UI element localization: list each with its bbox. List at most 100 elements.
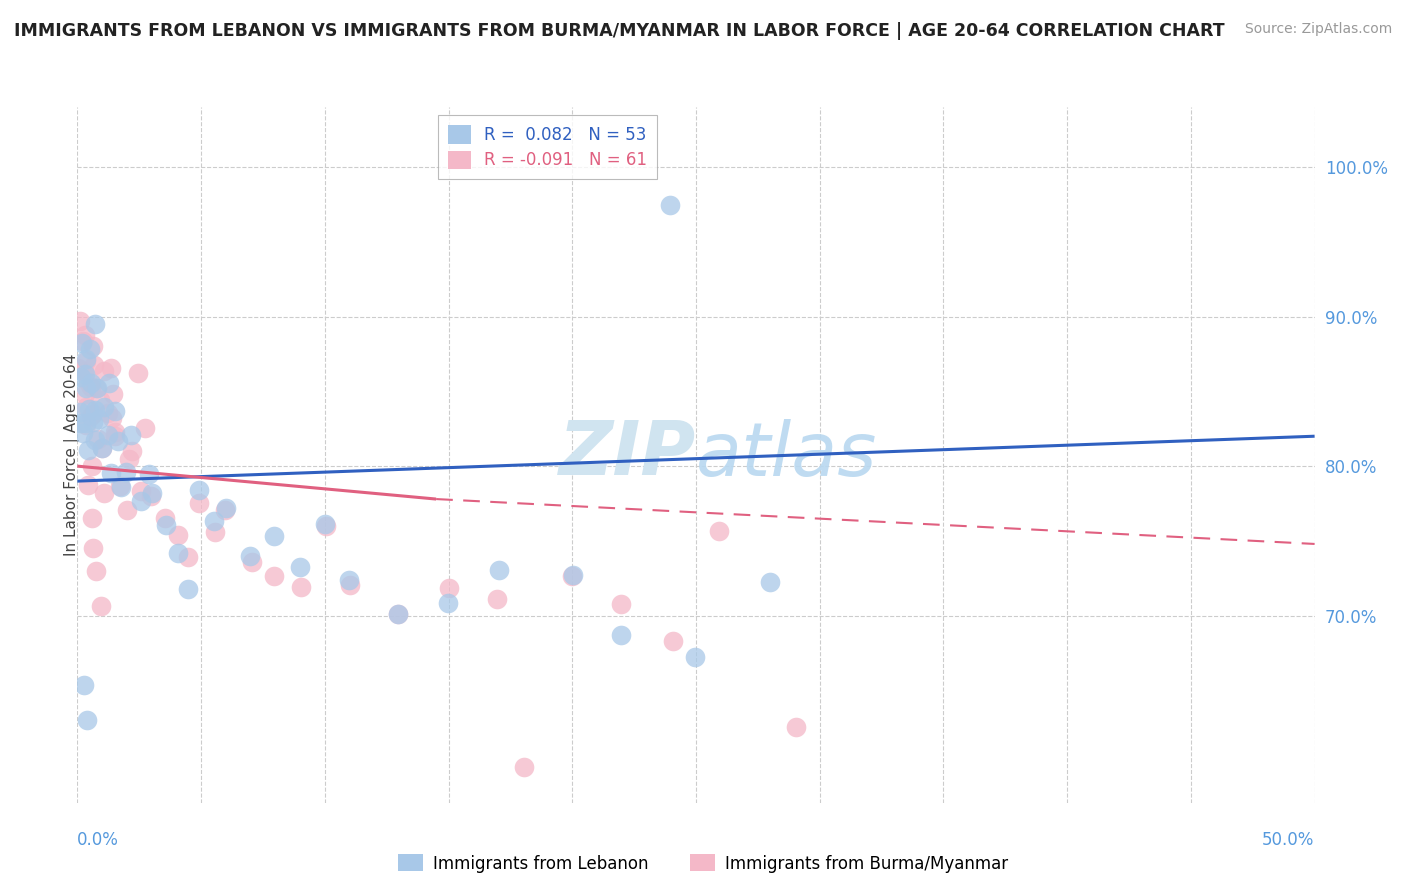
Point [84, 434, 107, 448]
Point [86, 381, 108, 395]
Point [709, 524, 731, 538]
Text: 0.0%: 0.0% [77, 830, 120, 848]
Point [80, 409, 103, 424]
Point [101, 387, 124, 401]
Point [79, 342, 101, 356]
Point [75, 381, 97, 395]
Point [80, 376, 103, 390]
Point [75, 367, 97, 381]
Point [138, 467, 160, 482]
Point [485, 592, 508, 607]
Point [166, 546, 188, 560]
Point [97, 427, 120, 442]
Point [202, 514, 225, 528]
Point [263, 529, 285, 543]
Point [437, 596, 460, 610]
Text: IMMIGRANTS FROM LEBANON VS IMMIGRANTS FROM BURMA/MYANMAR IN LABOR FORCE | AGE 20: IMMIGRANTS FROM LEBANON VS IMMIGRANTS FR… [14, 22, 1225, 40]
Point [110, 479, 132, 493]
Point [115, 503, 138, 517]
Point [110, 480, 132, 494]
Point [75, 418, 97, 433]
Point [114, 465, 136, 479]
Legend: R =  0.082   N = 53, R = -0.091   N = 61: R = 0.082 N = 53, R = -0.091 N = 61 [437, 115, 658, 179]
Point [214, 503, 236, 517]
Point [69, 369, 91, 384]
Point [120, 428, 142, 442]
Point [387, 607, 409, 621]
Point [83, 359, 105, 373]
Point [240, 555, 263, 569]
Point [69, 314, 91, 328]
Point [75, 416, 97, 430]
Point [177, 582, 200, 597]
Point [89, 392, 111, 407]
Point [785, 720, 807, 734]
Point [610, 597, 633, 611]
Point [93, 364, 115, 378]
Point [387, 607, 409, 621]
Point [93, 400, 115, 414]
Point [104, 429, 127, 443]
Point [72, 336, 94, 351]
Point [82, 339, 104, 353]
Text: 50.0%: 50.0% [1263, 830, 1315, 848]
Point [97, 406, 120, 420]
Point [72, 426, 94, 441]
Point [117, 452, 139, 467]
Point [91, 441, 114, 455]
Point [82, 415, 104, 429]
Point [141, 486, 163, 500]
Point [79, 401, 101, 416]
Point [337, 573, 360, 587]
Point [90, 441, 112, 455]
Point [239, 549, 262, 564]
Point [98, 376, 121, 390]
Point [84, 565, 107, 579]
Point [76, 713, 98, 727]
Point [121, 444, 143, 458]
Point [77, 478, 100, 492]
Point [69, 405, 91, 419]
Text: ZIP: ZIP [558, 418, 696, 491]
Point [314, 516, 336, 531]
Point [188, 483, 211, 497]
Point [167, 528, 190, 542]
Point [683, 650, 706, 665]
Point [104, 404, 127, 418]
Point [439, 581, 461, 595]
Point [153, 510, 176, 524]
Point [215, 500, 238, 515]
Point [100, 410, 122, 425]
Point [139, 489, 162, 503]
Point [82, 541, 104, 555]
Point [290, 580, 312, 594]
Point [561, 568, 583, 582]
Point [87, 412, 110, 426]
Point [339, 577, 361, 591]
Point [204, 525, 226, 540]
Point [155, 518, 177, 533]
Point [610, 628, 633, 642]
Point [73, 327, 96, 342]
Point [93, 486, 115, 500]
Point [263, 568, 285, 582]
Point [488, 563, 510, 577]
Text: Source: ZipAtlas.com: Source: ZipAtlas.com [1244, 22, 1392, 37]
Y-axis label: In Labor Force | Age 20-64: In Labor Force | Age 20-64 [63, 354, 80, 556]
Point [75, 353, 97, 368]
Point [70, 417, 93, 431]
Point [84, 403, 107, 417]
Legend: Immigrants from Lebanon, Immigrants from Burma/Myanmar: Immigrants from Lebanon, Immigrants from… [391, 847, 1015, 880]
Point [90, 599, 112, 613]
Point [288, 560, 311, 574]
Point [72, 334, 94, 349]
Point [134, 420, 156, 434]
Point [129, 493, 152, 508]
Point [80, 511, 103, 525]
Point [127, 367, 149, 381]
Point [129, 484, 152, 499]
Point [188, 495, 211, 509]
Point [77, 376, 100, 390]
Point [73, 364, 96, 378]
Point [72, 678, 94, 692]
